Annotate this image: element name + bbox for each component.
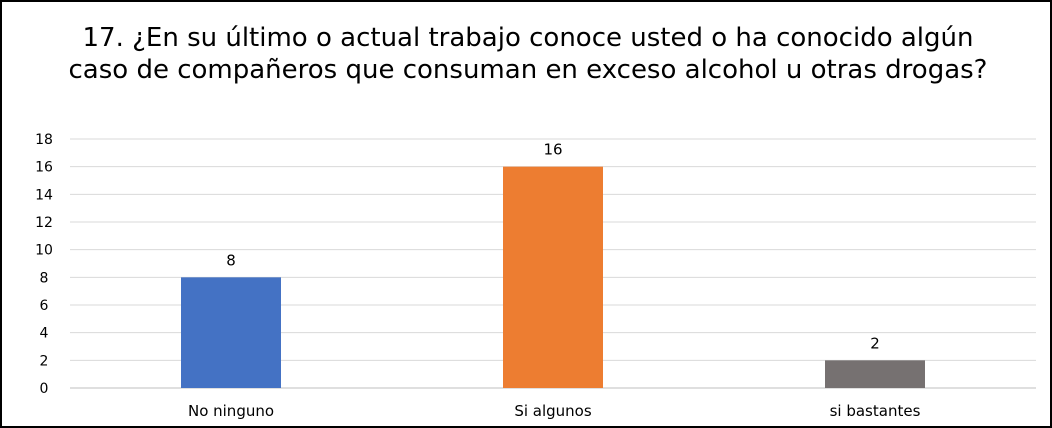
bar-no-ninguno — [181, 277, 281, 388]
y-axis-ticks: 0 2 4 6 8 10 12 14 16 18 — [35, 132, 53, 397]
bar-si-bastantes — [825, 360, 925, 388]
y-tick-label: 2 — [40, 353, 49, 369]
y-tick-label: 6 — [40, 298, 49, 314]
chart-title: 17. ¿En su último o actual trabajo conoc… — [68, 23, 988, 85]
bars — [181, 166, 925, 388]
y-tick-label: 16 — [35, 160, 53, 176]
x-category-label: si bastantes — [830, 402, 921, 420]
y-tick-label: 8 — [40, 270, 49, 286]
y-tick-label: 18 — [35, 132, 53, 148]
data-label: 16 — [543, 141, 562, 159]
bar-si-algunos — [503, 166, 603, 388]
data-labels: 8 16 2 — [226, 141, 880, 353]
x-category-label: No ninguno — [188, 402, 274, 420]
x-category-label: Si algunos — [514, 402, 592, 420]
x-axis-categories: No ninguno Si algunos si bastantes — [188, 402, 921, 420]
y-tick-label: 4 — [40, 326, 49, 342]
data-label: 8 — [226, 251, 236, 269]
y-tick-label: 14 — [35, 187, 53, 203]
y-tick-label: 0 — [40, 381, 49, 397]
y-tick-label: 10 — [35, 243, 53, 259]
y-tick-label: 12 — [35, 215, 53, 231]
data-label: 2 — [870, 334, 880, 352]
